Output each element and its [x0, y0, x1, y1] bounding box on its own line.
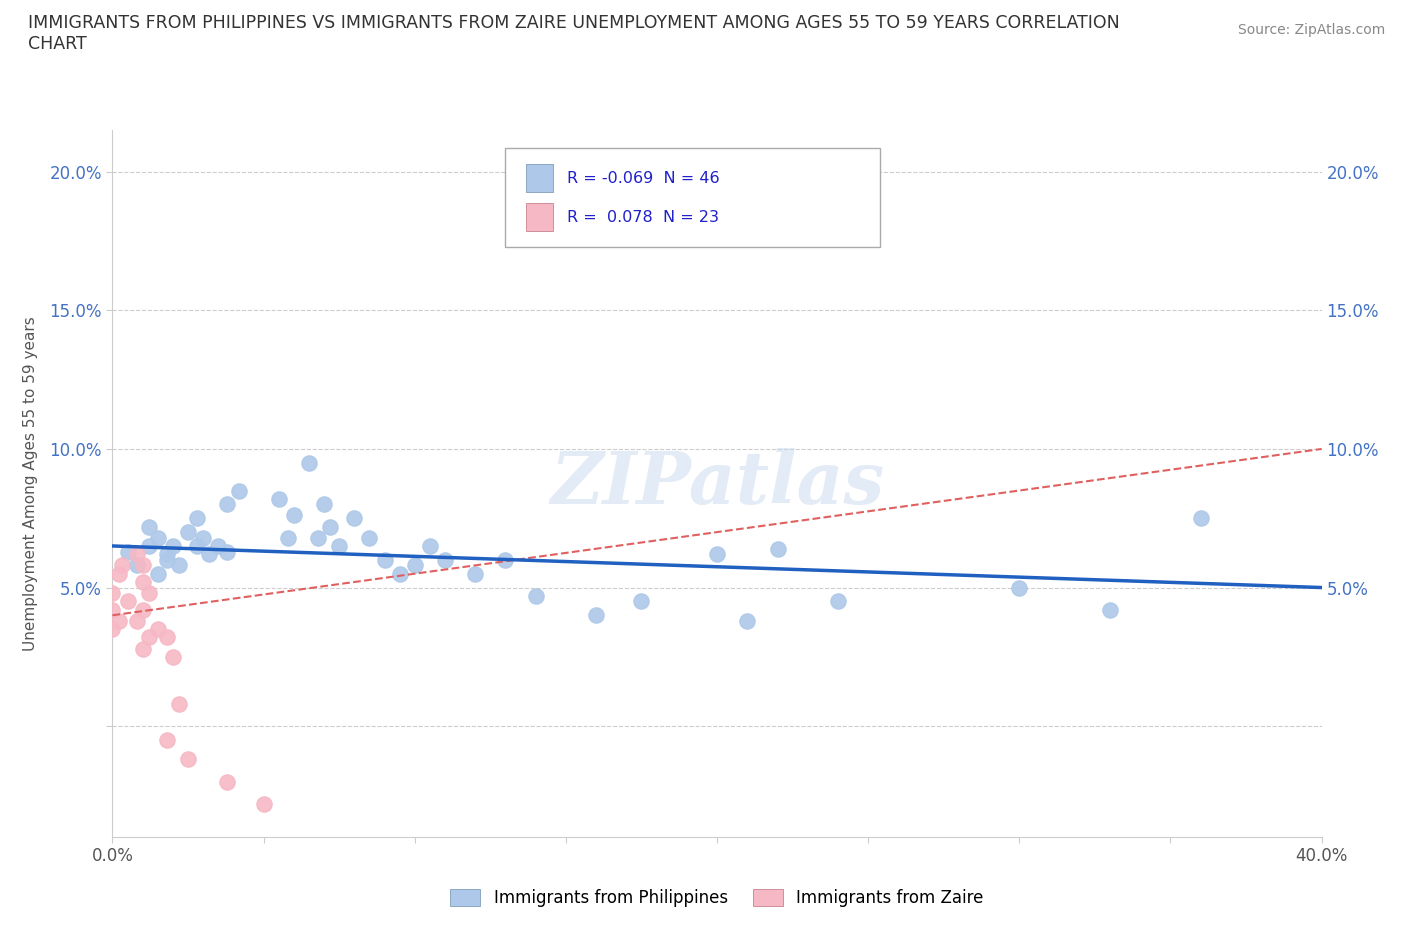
Point	[117, 544, 139, 559]
Point	[464, 566, 486, 581]
Text: R = -0.069  N = 46: R = -0.069 N = 46	[567, 171, 720, 186]
Point	[125, 547, 148, 562]
Point	[253, 796, 276, 811]
Point	[132, 603, 155, 618]
Point	[156, 552, 179, 567]
Point	[186, 538, 208, 553]
Point	[766, 541, 789, 556]
Point	[125, 558, 148, 573]
Point	[737, 614, 759, 629]
Point	[186, 511, 208, 525]
Point	[433, 552, 456, 567]
Point	[132, 558, 155, 573]
Point	[1098, 603, 1121, 618]
Point	[267, 491, 290, 506]
Point	[146, 621, 169, 636]
Point	[328, 538, 350, 553]
Point	[156, 630, 179, 644]
Point	[706, 547, 728, 562]
Point	[1008, 580, 1031, 595]
Point	[314, 497, 336, 512]
Point	[217, 774, 239, 789]
Y-axis label: Unemployment Among Ages 55 to 59 years: Unemployment Among Ages 55 to 59 years	[24, 316, 38, 651]
Text: IMMIGRANTS FROM PHILIPPINES VS IMMIGRANTS FROM ZAIRE UNEMPLOYMENT AMONG AGES 55 : IMMIGRANTS FROM PHILIPPINES VS IMMIGRANT…	[28, 14, 1119, 53]
Point	[827, 594, 849, 609]
Point	[156, 547, 179, 562]
Point	[138, 586, 160, 601]
Point	[228, 483, 250, 498]
Point	[343, 511, 366, 525]
Point	[307, 530, 329, 545]
Point	[359, 530, 381, 545]
Text: Source: ZipAtlas.com: Source: ZipAtlas.com	[1237, 23, 1385, 37]
Point	[524, 589, 547, 604]
Text: R =  0.078  N = 23: R = 0.078 N = 23	[567, 209, 718, 225]
Point	[217, 544, 239, 559]
Point	[107, 614, 129, 629]
Point	[110, 558, 132, 573]
Point	[146, 566, 169, 581]
Point	[156, 733, 179, 748]
Point	[630, 594, 652, 609]
Point	[207, 538, 229, 553]
Point	[138, 630, 160, 644]
Point	[283, 508, 305, 523]
Point	[146, 530, 169, 545]
Point	[177, 752, 200, 767]
Point	[138, 538, 160, 553]
Point	[1189, 511, 1212, 525]
Point	[162, 649, 184, 664]
Point	[177, 525, 200, 539]
Point	[101, 603, 124, 618]
Point	[319, 519, 342, 534]
Point	[495, 552, 517, 567]
Point	[125, 614, 148, 629]
Point	[117, 594, 139, 609]
Point	[101, 621, 124, 636]
FancyBboxPatch shape	[526, 203, 553, 232]
Point	[167, 558, 190, 573]
FancyBboxPatch shape	[526, 164, 553, 193]
Point	[138, 519, 160, 534]
Point	[198, 547, 221, 562]
Point	[217, 497, 239, 512]
Point	[388, 566, 411, 581]
Point	[162, 538, 184, 553]
Point	[277, 530, 299, 545]
Point	[374, 552, 396, 567]
Point	[167, 697, 190, 711]
Point	[404, 558, 426, 573]
Point	[191, 530, 214, 545]
Legend: Immigrants from Philippines, Immigrants from Zaire: Immigrants from Philippines, Immigrants …	[444, 882, 990, 913]
Point	[132, 641, 155, 656]
Point	[107, 566, 129, 581]
FancyBboxPatch shape	[506, 148, 880, 246]
Point	[298, 456, 321, 471]
Point	[585, 608, 607, 623]
Point	[101, 586, 124, 601]
Point	[132, 575, 155, 590]
Point	[419, 538, 441, 553]
Text: ZIPatlas: ZIPatlas	[550, 448, 884, 519]
